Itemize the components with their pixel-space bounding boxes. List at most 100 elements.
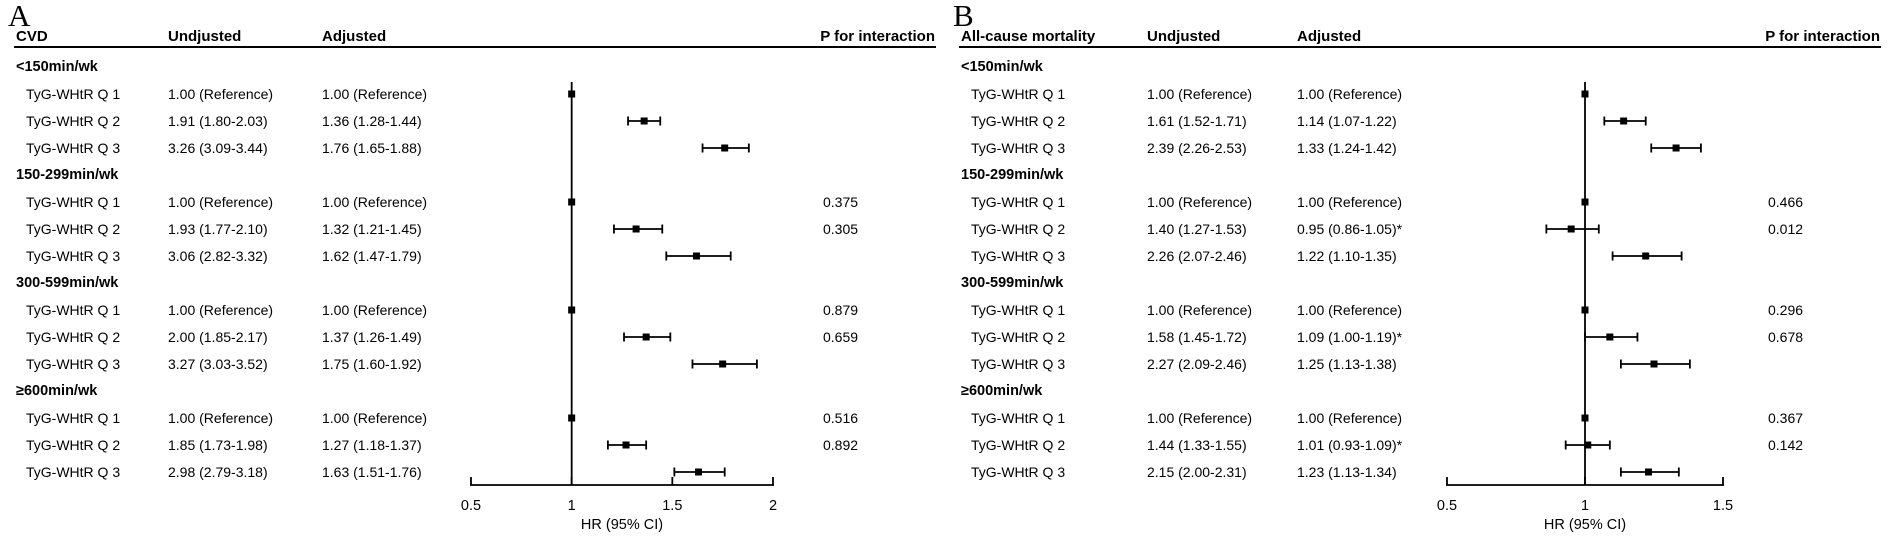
row-label: TyG-WHtR Q 1 [26,302,121,318]
header-rule [959,46,1881,49]
row-label: TyG-WHtR Q 2 [26,221,121,237]
adjusted-value: 1.32 (1.21-1.45) [322,221,422,237]
row-label: TyG-WHtR Q 2 [971,221,1066,237]
undjusted-value: 1.00 (Reference) [168,86,274,102]
column-header-adjusted: Adjusted [322,28,387,45]
row-label: TyG-WHtR Q 3 [971,356,1066,372]
adjusted-value: 1.23 (1.13-1.34) [1297,464,1397,480]
row-label: TyG-WHtR Q 1 [971,86,1066,102]
column-header-outcome: CVD [16,28,48,45]
row-label: TyG-WHtR Q 1 [971,194,1066,210]
column-header-undjusted: Undjusted [168,28,242,45]
adjusted-value: 1.00 (Reference) [322,410,428,426]
forest-marker [719,360,727,368]
adjusted-value: 1.00 (Reference) [1297,302,1403,318]
header-rule [14,46,936,49]
forest-marker [642,333,650,341]
row-label: TyG-WHtR Q 2 [26,113,121,129]
adjusted-value: 1.75 (1.60-1.92) [322,356,422,372]
p-interaction-value: 0.012 [1768,221,1804,237]
column-header-undjusted: Undjusted [1147,28,1221,45]
adjusted-value: 1.36 (1.28-1.44) [322,113,422,129]
p-interaction-value: 0.678 [1768,329,1804,345]
forest-plot [1446,82,1724,486]
adjusted-value: 1.27 (1.18-1.37) [322,437,422,453]
adjusted-value: 1.09 (1.00-1.19)* [1297,329,1403,345]
row-label: TyG-WHtR Q 3 [971,464,1066,480]
panel-letter-a: A [8,0,31,33]
row-label: TyG-WHtR Q 3 [26,248,121,264]
axis-tick-label: 2 [768,498,778,514]
adjusted-value: 1.63 (1.51-1.76) [322,464,422,480]
p-interaction-value: 0.516 [823,410,859,426]
panel-letter-b: B [953,0,974,33]
x-axis-label: HR (95% CI) [1543,517,1627,533]
row-label: TyG-WHtR Q 3 [26,356,121,372]
forest-marker [692,252,700,260]
undjusted-value: 1.00 (Reference) [168,410,274,426]
forest-marker [721,144,729,152]
column-header-adjusted: Adjusted [1297,28,1362,45]
column-header-p-interaction: P for interaction [1765,28,1880,45]
forest-marker [1606,333,1614,341]
undjusted-value: 1.00 (Reference) [1147,410,1253,426]
table-rows: <150min/wk TyG-WHtR Q 1 1.00 (Reference) 1.… [16,59,859,480]
axis-tick-label: 1.5 [1712,498,1734,514]
undjusted-value: 3.06 (2.82-3.32) [168,248,268,264]
undjusted-value: 1.93 (1.77-2.10) [168,221,268,237]
p-interaction-value: 0.367 [1768,410,1804,426]
x-axis-label: HR (95% CI) [580,517,664,533]
undjusted-value: 1.00 (Reference) [168,194,274,210]
row-label: TyG-WHtR Q 1 [26,86,121,102]
forest-plot [470,82,774,486]
row-label: TyG-WHtR Q 2 [26,437,121,453]
forest-marker [632,225,640,233]
adjusted-value: 1.00 (Reference) [322,86,428,102]
adjusted-value: 1.01 (0.93-1.09)* [1297,437,1403,453]
undjusted-value: 2.15 (2.00-2.31) [1147,464,1247,480]
row-label: TyG-WHtR Q 1 [26,194,121,210]
axis-tick-label: 0.5 [460,498,482,514]
panel-a: A CVD Undjusted Adjusted P for interacti… [8,0,936,533]
undjusted-value: 1.91 (1.80-2.03) [168,113,268,129]
undjusted-value: 3.27 (3.03-3.52) [168,356,268,372]
forest-marker [1650,360,1658,368]
axis-tick-label: 1.5 [662,498,683,514]
group-label: ≥600min/wk [961,383,1043,399]
undjusted-value: 2.26 (2.07-2.46) [1147,248,1247,264]
undjusted-value: 1.44 (1.33-1.55) [1147,437,1247,453]
row-label: TyG-WHtR Q 2 [971,329,1066,345]
row-label: TyG-WHtR Q 2 [971,113,1066,129]
column-header-outcome: All-cause mortality [961,28,1096,45]
undjusted-value: 1.58 (1.45-1.72) [1147,329,1247,345]
group-label: ≥600min/wk [16,383,98,399]
adjusted-value: 1.37 (1.26-1.49) [322,329,422,345]
adjusted-value: 1.76 (1.65-1.88) [322,140,422,156]
undjusted-value: 3.26 (3.09-3.44) [168,140,268,156]
axis-tick-label: 1 [567,498,576,514]
p-interaction-value: 0.375 [823,194,859,210]
adjusted-value: 1.22 (1.10-1.35) [1297,248,1397,264]
p-interaction-value: 0.892 [823,437,859,453]
undjusted-value: 1.61 (1.52-1.71) [1147,113,1247,129]
row-label: TyG-WHtR Q 3 [971,248,1066,264]
undjusted-value: 2.39 (2.26-2.53) [1147,140,1247,156]
forest-marker [1672,144,1680,152]
row-label: TyG-WHtR Q 3 [971,140,1066,156]
group-label: 300-599min/wk [961,275,1064,291]
group-label: <150min/wk [16,59,98,75]
undjusted-value: 1.00 (Reference) [1147,302,1253,318]
group-label: <150min/wk [961,59,1043,75]
p-interaction-value: 0.466 [1768,194,1804,210]
adjusted-value: 1.62 (1.47-1.79) [322,248,422,264]
p-interaction-value: 0.879 [823,302,859,318]
panel-b: B All-cause mortality Undjusted Adjusted… [945,0,1890,540]
forest-marker [1584,441,1592,449]
forest-marker [1620,117,1628,125]
adjusted-value: 1.25 (1.13-1.38) [1297,356,1397,372]
row-label: TyG-WHtR Q 1 [971,302,1066,318]
forest-marker [695,468,703,476]
forest-marker [640,117,648,125]
row-label: TyG-WHtR Q 1 [26,410,121,426]
